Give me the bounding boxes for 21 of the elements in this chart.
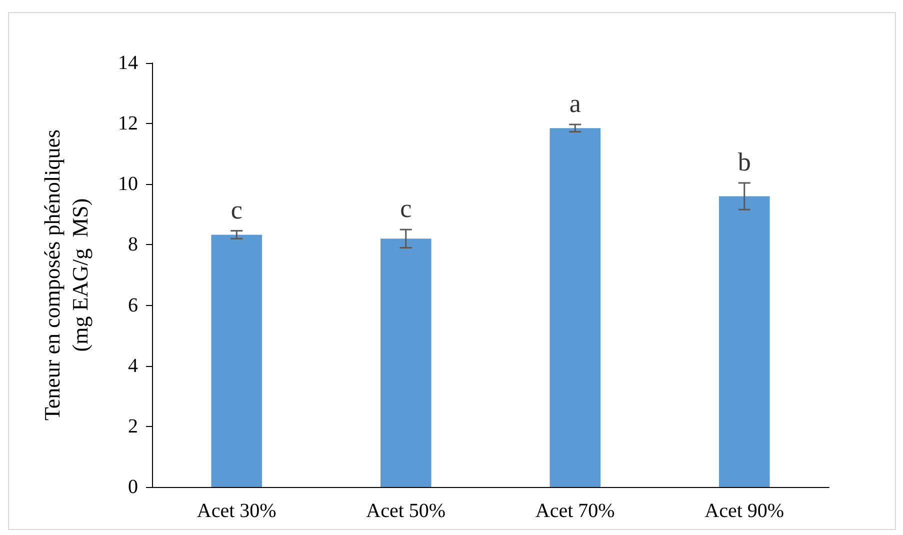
y-axis-title: Teneur en composés phénoliques (mg EAG/g MS): [40, 129, 92, 421]
bar: [718, 196, 770, 487]
x-tick-label: Acet 30%: [196, 500, 276, 522]
y-tick-label: 2: [128, 415, 138, 438]
bar: [380, 238, 432, 487]
y-tick-label: 10: [118, 173, 138, 196]
x-tick-label: Acet 90%: [704, 500, 784, 522]
x-tick-label: Acet 70%: [535, 500, 615, 522]
annotation: c: [230, 195, 242, 224]
y-tick-label: 0: [128, 476, 138, 498]
annotation: a: [569, 88, 582, 118]
annotation: b: [738, 147, 751, 176]
y-tick-label: 8: [128, 234, 138, 256]
y-tick-label: 4: [128, 354, 138, 377]
y-tick-label: 12: [118, 112, 138, 135]
y-tick-label: 6: [128, 294, 138, 316]
bar: [211, 234, 262, 487]
y-tick-label: 14: [118, 52, 138, 74]
x-tick-label: Acet 50%: [366, 500, 446, 522]
bar: [550, 128, 601, 487]
annotation: c: [400, 194, 412, 224]
